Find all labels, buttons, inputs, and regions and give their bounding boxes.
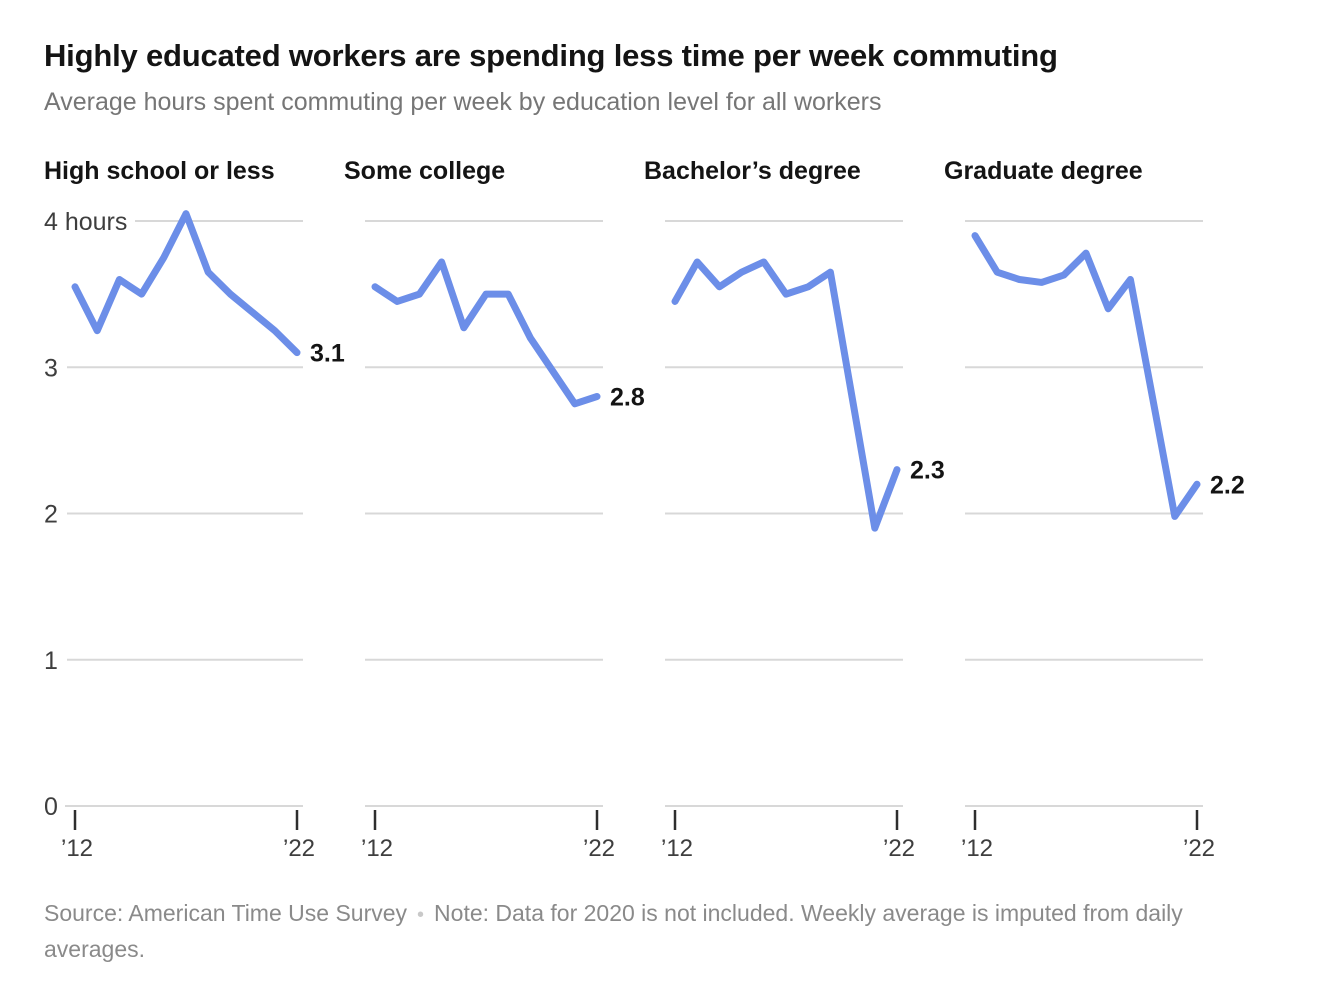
chart-figure: Highly educated workers are spending les…: [44, 38, 1338, 966]
small-multiples-row: High school or less 4 hours 3 2 1 0’12’22 3.1…: [44, 158, 1338, 870]
line-chart-svg: ’12 ’22 2.3: [661, 220, 945, 862]
y-axis-label: 2: [44, 501, 58, 529]
y-axis-label: 0: [44, 793, 58, 821]
x-axis-tick-label: ’22: [583, 835, 615, 862]
end-value-label: 2.8: [610, 384, 645, 412]
line-chart-svg: 4 hours 3 2 1 0’12 ’22 3.1: [44, 208, 345, 862]
end-value-label: 2.2: [1210, 471, 1245, 499]
end-value-label: 2.3: [910, 457, 945, 485]
chart-subtitle: Average hours spent commuting per week b…: [44, 88, 882, 116]
data-line: [671, 258, 901, 532]
bullet-separator-icon: •: [417, 904, 425, 926]
x-axis-tick-label: ’12: [661, 835, 693, 862]
panel-title: Bachelor’s degree: [644, 157, 861, 185]
data-line: [71, 210, 301, 357]
source-note: Source: American Time Use Survey • Note: D…: [44, 896, 1276, 966]
line-chart-svg: ’12 ’22 2.2: [961, 220, 1245, 862]
chart-panel: High school or less 4 hours 3 2 1 0’12 ’22 3.1: [44, 157, 345, 870]
chart-panel: Some college ’12 ’22 2.8: [344, 157, 645, 870]
y-axis-label: 1: [44, 647, 58, 675]
chart-panel: Graduate degree ’12 ’22 2.2: [944, 157, 1245, 870]
note-text: Note: Data for 2020 is not included. Wee…: [44, 900, 1183, 962]
panel-title: High school or less: [44, 157, 275, 185]
end-value-label: 3.1: [310, 340, 345, 368]
chart-title: Highly educated workers are spending les…: [44, 38, 1058, 73]
line-chart-svg: ’12 ’22 2.8: [361, 220, 645, 862]
panel-title: Some college: [344, 157, 506, 185]
data-line: [971, 232, 1201, 520]
y-axis-label: 4 hours: [44, 208, 127, 236]
panel-title: Graduate degree: [944, 157, 1143, 185]
x-axis-tick-label: ’12: [361, 835, 393, 862]
x-axis-tick-label: ’22: [1183, 835, 1215, 862]
source-text: Source: American Time Use Survey: [44, 900, 408, 926]
y-axis-label: 3: [44, 354, 58, 382]
x-axis-tick-label: ’22: [883, 835, 915, 862]
x-axis-tick-label: ’22: [283, 835, 315, 862]
x-axis-tick-label: ’12: [961, 835, 993, 862]
data-line: [371, 258, 601, 408]
chart-panel: Bachelor’s degree ’12 ’22 2.3: [644, 157, 945, 870]
x-axis-tick-label: ’12: [61, 835, 93, 862]
